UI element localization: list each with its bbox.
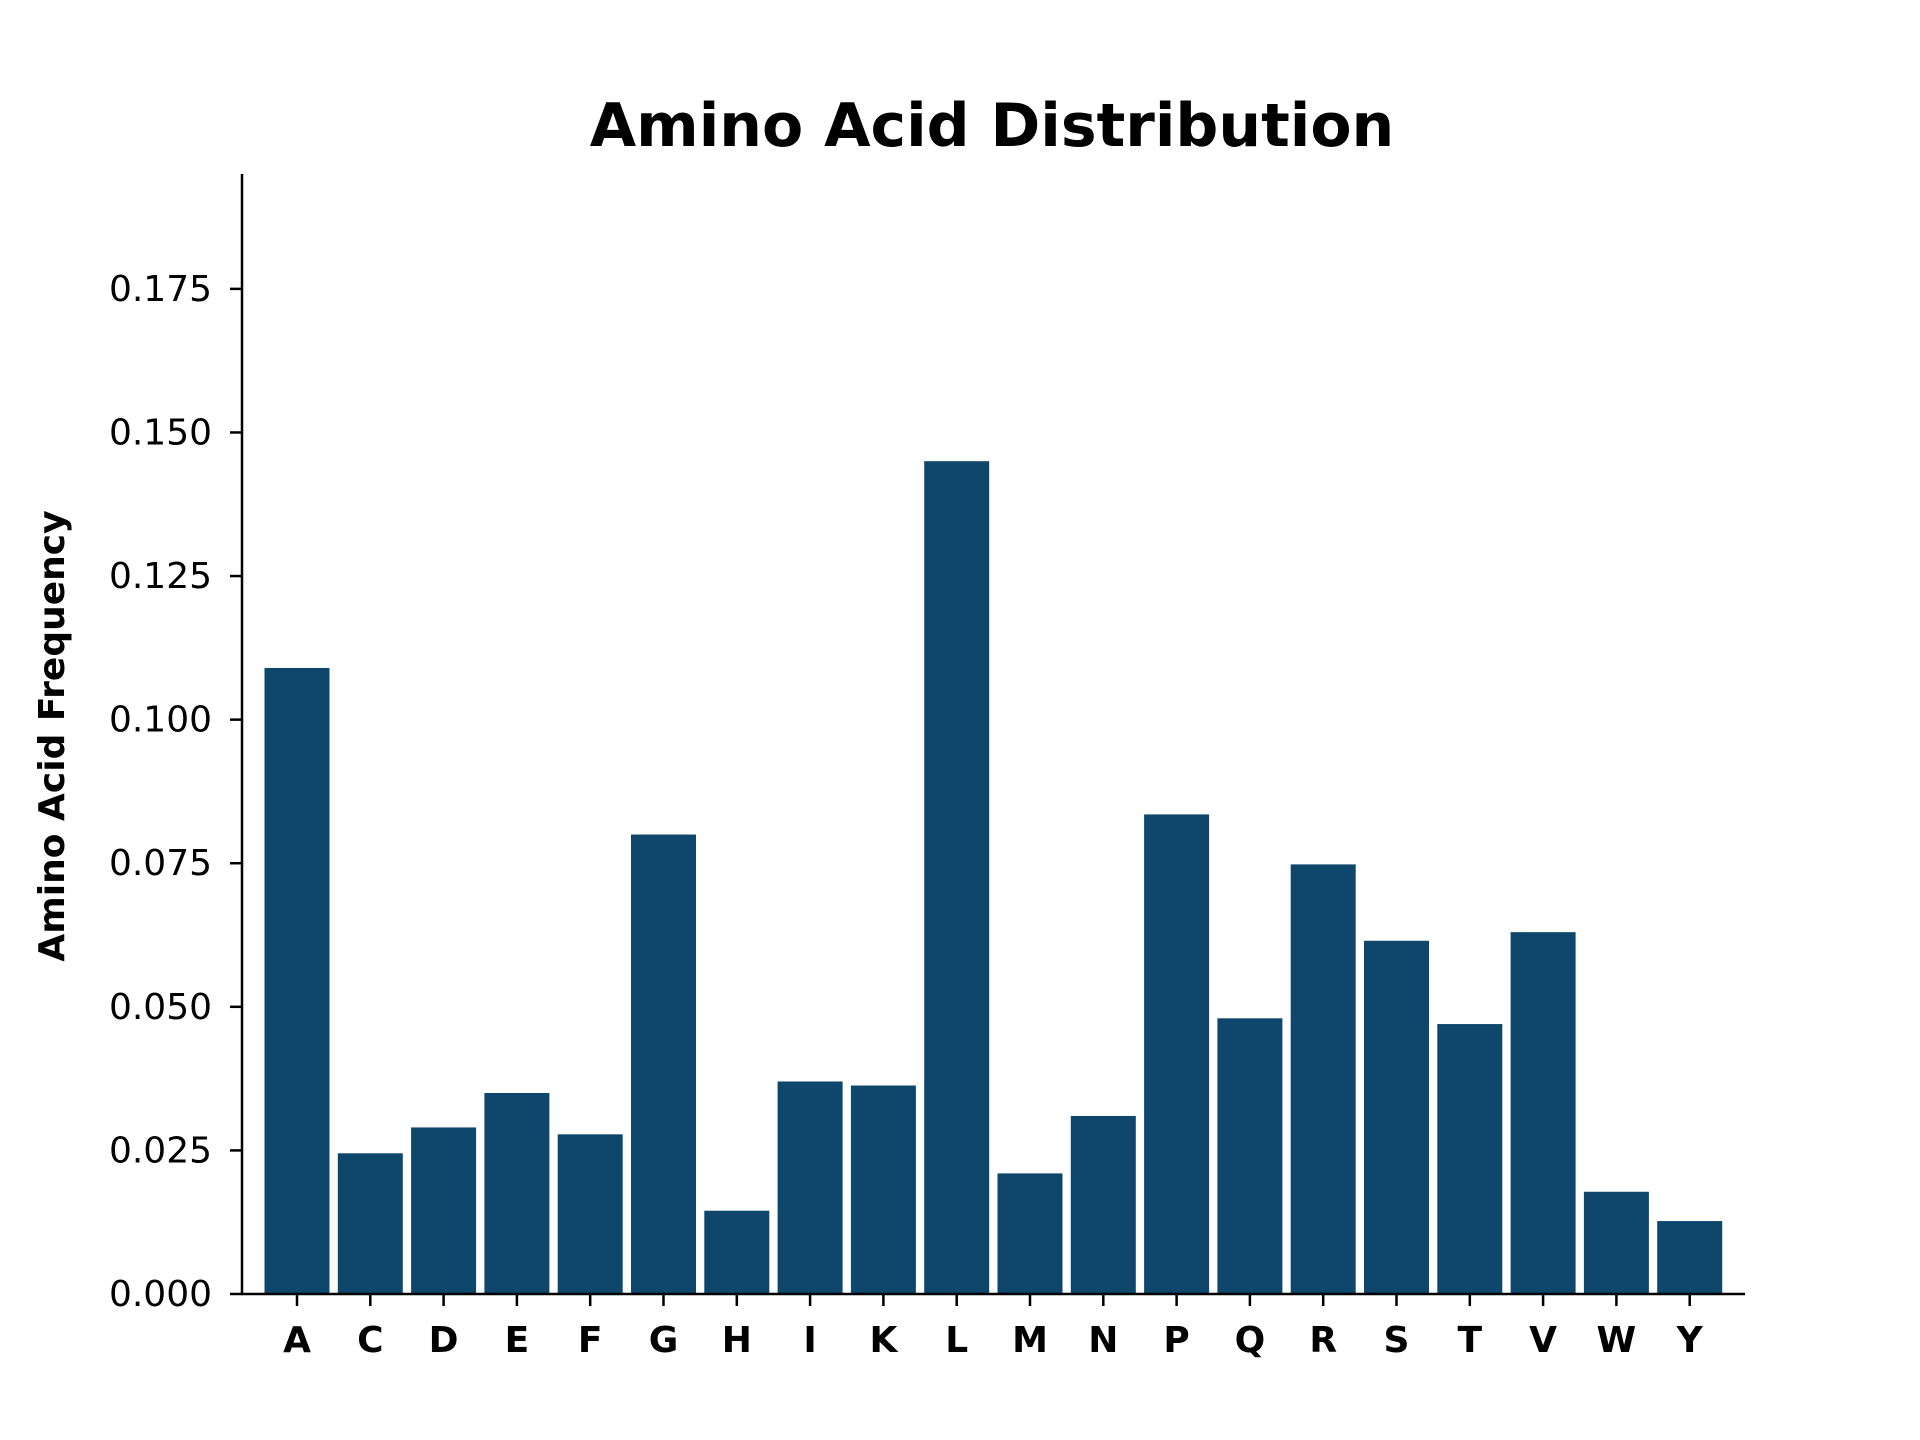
bar-D [411, 1127, 477, 1294]
bar-P [1144, 814, 1210, 1294]
x-tick-label-Q: Q [1235, 1320, 1266, 1361]
bars-group [264, 461, 1723, 1295]
bar-T [1437, 1024, 1503, 1294]
x-tick-label-M: M [1012, 1320, 1048, 1361]
bar-N [1070, 1115, 1136, 1294]
y-tick-label: 0.075 [109, 843, 212, 884]
x-tick-label-L: L [945, 1320, 968, 1361]
x-tick-label-K: K [869, 1320, 898, 1361]
x-tick-label-C: C [357, 1320, 383, 1361]
y-tick-label: 0.125 [109, 556, 212, 597]
bar-S [1364, 940, 1429, 1294]
x-tick-label-P: P [1163, 1320, 1189, 1361]
bar-I [777, 1081, 843, 1294]
chart-title: Amino Acid Distribution [590, 91, 1395, 161]
x-tick-label-A: A [283, 1320, 311, 1361]
y-tick-label: 0.150 [109, 412, 212, 453]
bar-M [997, 1173, 1063, 1294]
y-tick-label: 0.100 [109, 700, 212, 741]
bar-A [264, 667, 330, 1294]
bar-Q [1217, 1018, 1283, 1294]
bar-Y [1657, 1221, 1723, 1294]
x-tick-label-D: D [429, 1320, 459, 1361]
x-tick-label-E: E [505, 1320, 530, 1361]
y-tick-label: 0.025 [109, 1130, 212, 1171]
x-tick-label-G: G [649, 1320, 679, 1361]
bar-L [924, 461, 990, 1295]
bar-C [337, 1153, 403, 1294]
y-tick-label: 0.000 [109, 1274, 212, 1315]
bar-W [1583, 1191, 1649, 1294]
bar-V [1510, 932, 1576, 1294]
x-tick-label-H: H [722, 1320, 752, 1361]
x-tick-label-Y: Y [1676, 1320, 1704, 1361]
x-tick-label-F: F [578, 1320, 603, 1361]
bar-F [557, 1134, 623, 1294]
bar-K [850, 1085, 916, 1294]
x-tick-label-T: T [1458, 1320, 1483, 1361]
y-tick-label: 0.050 [109, 987, 212, 1028]
bar-G [631, 834, 696, 1294]
y-axis-label: Amino Acid Frequency [32, 510, 73, 961]
x-tick-label-I: I [803, 1320, 816, 1361]
x-tick-label-W: W [1597, 1320, 1637, 1361]
x-tick-label-N: N [1088, 1320, 1118, 1361]
x-tick-label-R: R [1309, 1320, 1337, 1361]
x-tick-label-S: S [1384, 1320, 1410, 1361]
bar-R [1290, 864, 1356, 1294]
bar-E [484, 1092, 550, 1294]
x-tick-label-V: V [1529, 1320, 1557, 1361]
y-tick-label: 0.175 [109, 269, 212, 310]
bar-H [704, 1210, 770, 1294]
y-axis: 0.000 0.025 0.050 0.075 0.100 0.125 0.150 0.175 [109, 174, 244, 1315]
